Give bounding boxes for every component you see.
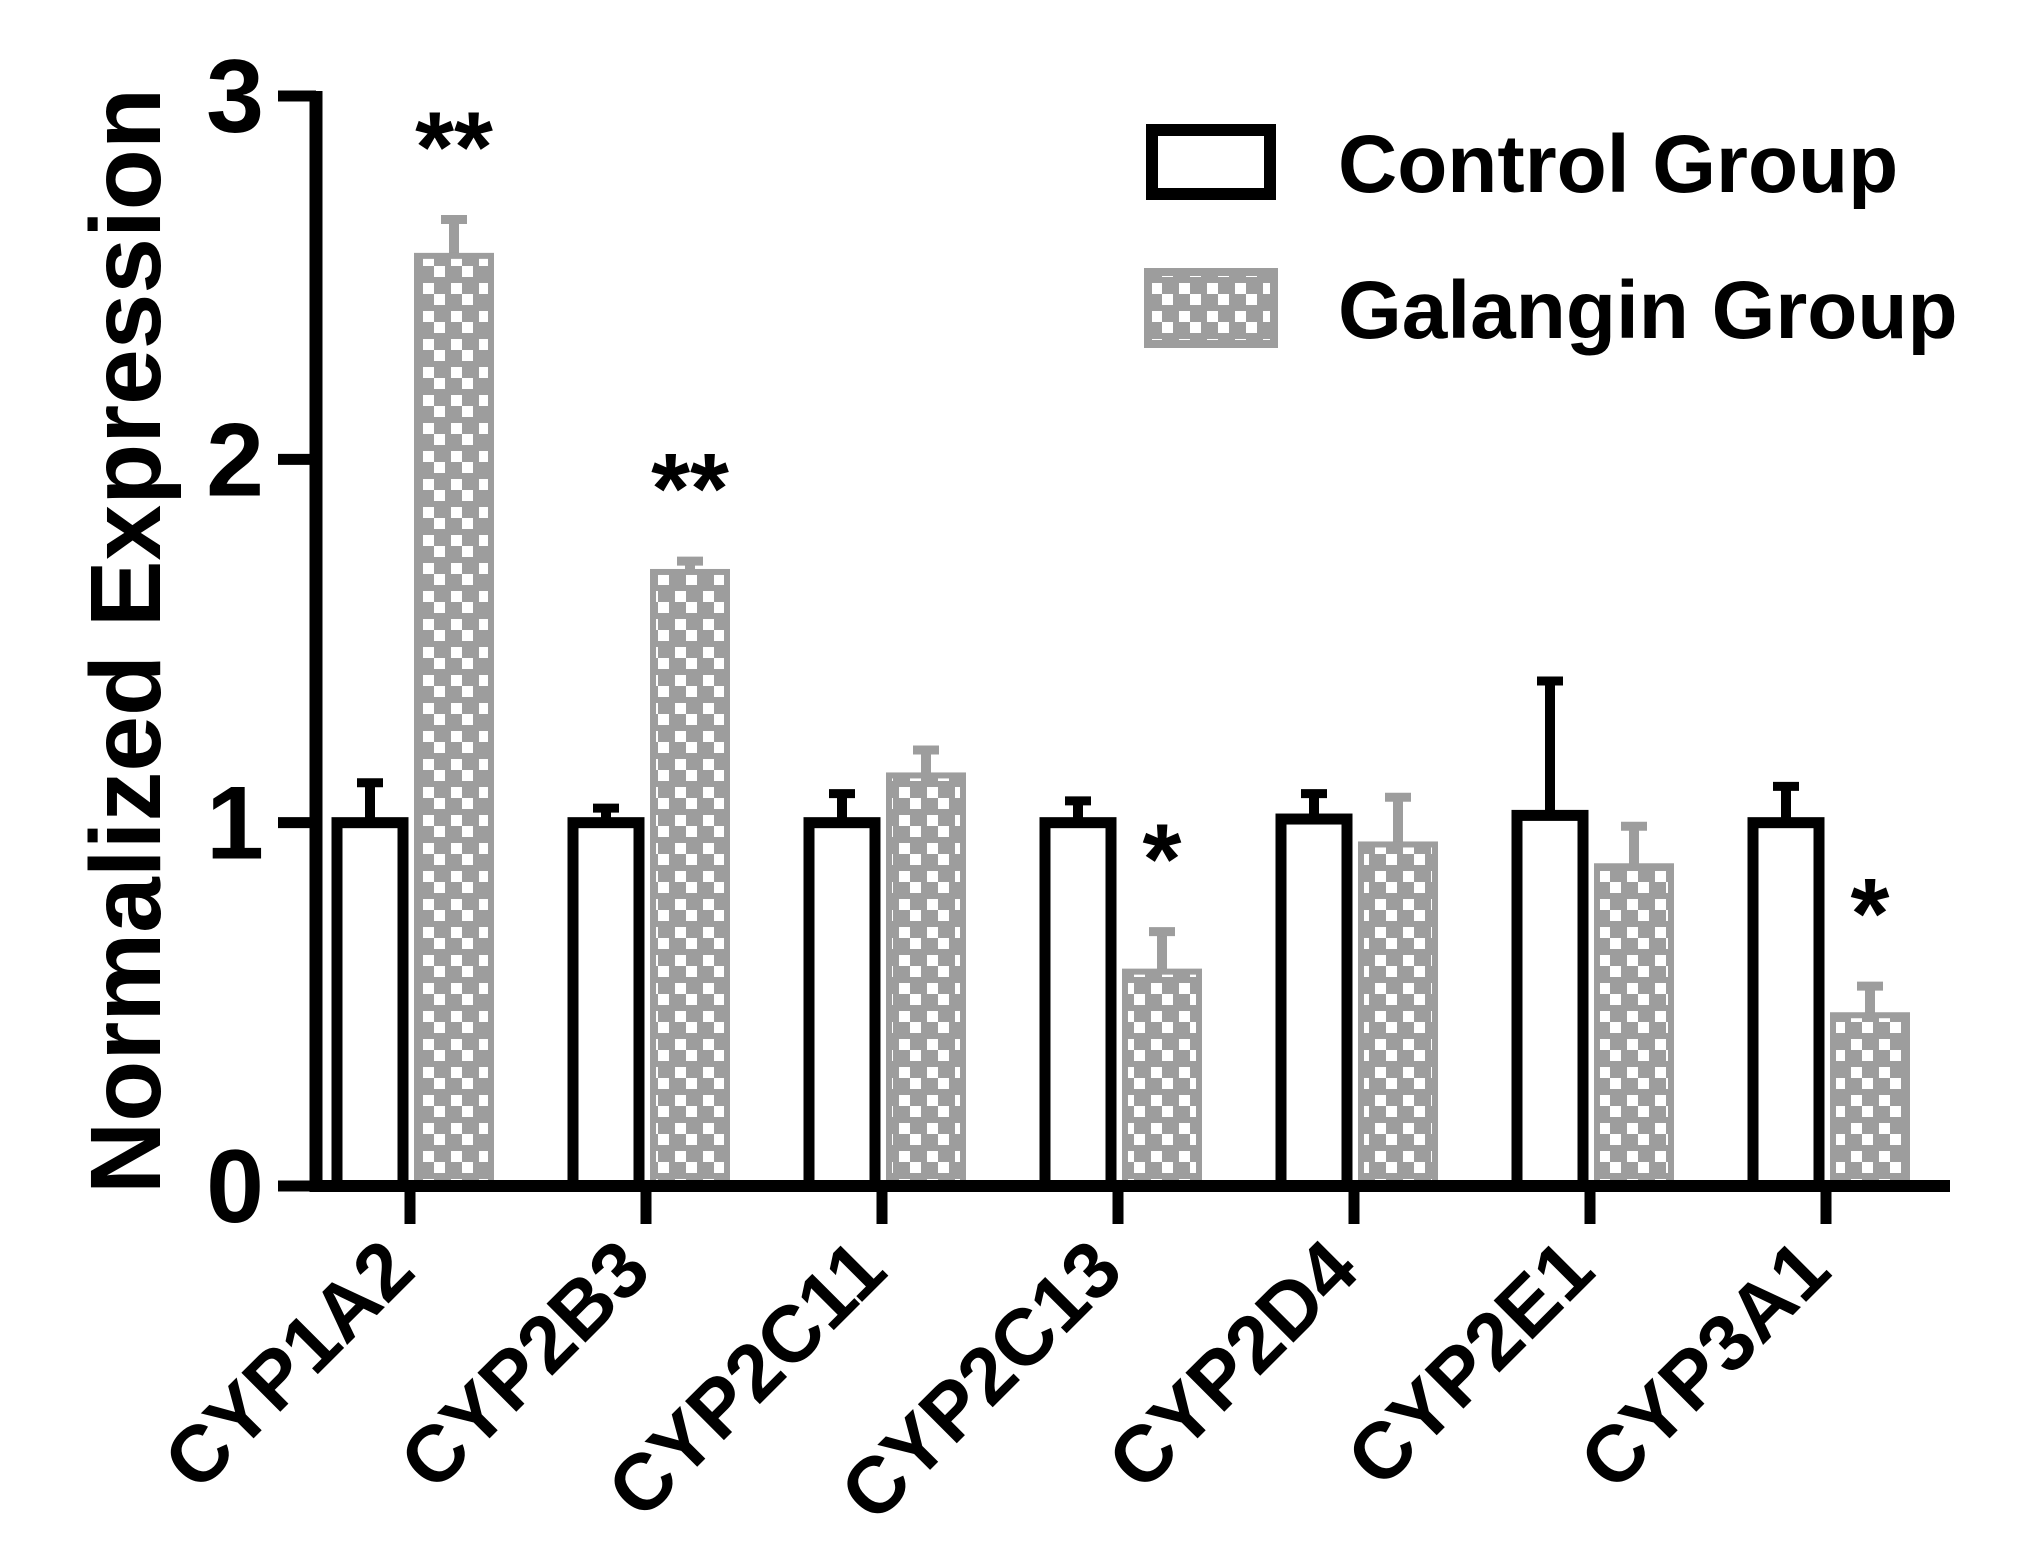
bar-galangin-cyp2d4	[1358, 841, 1438, 1189]
x-tick-label: CYP3A1	[1563, 1223, 1846, 1506]
bar-control-cyp2d4	[1275, 813, 1353, 1192]
bar-control-cyp2e1	[1511, 809, 1589, 1192]
axes-layer	[278, 90, 1950, 1224]
bar-control-cyp3a1	[1747, 817, 1825, 1192]
bar-galangin-cyp1a2	[414, 252, 494, 1190]
legend-swatch-control	[1146, 124, 1276, 200]
bar-galangin-cyp2c11	[886, 772, 966, 1190]
labels-layer: **CYP1A2**CYP2B3CYP2C11*CYP2C13CYP2D4CYP…	[70, 39, 1890, 1538]
bar-control-cyp2c13	[1039, 817, 1117, 1192]
y-tick-label: 0	[206, 1129, 264, 1245]
legend: Control Group Galangin Group	[1144, 119, 1958, 356]
bar-control-cyp1a2	[331, 817, 409, 1192]
bars-layer	[331, 215, 1910, 1192]
legend-label: Galangin Group	[1338, 265, 1958, 356]
bar-galangin-cyp3a1	[1830, 1012, 1910, 1189]
bar-control-cyp2c11	[803, 817, 881, 1192]
y-tick-label: 3	[206, 39, 264, 155]
significance-marker: *	[1143, 804, 1182, 916]
y-tick-label: 1	[206, 766, 264, 882]
legend-label: Control Group	[1338, 119, 1898, 210]
bar-control-cyp2b3	[567, 817, 645, 1192]
bar-galangin-cyp2e1	[1594, 863, 1674, 1189]
significance-marker: **	[651, 433, 729, 545]
x-tick-label: CYP1A2	[147, 1223, 430, 1506]
bar-galangin-cyp2b3	[650, 568, 730, 1189]
x-tick-label: CYP2E1	[1330, 1223, 1610, 1503]
y-axis-title: Normalized Expression	[70, 88, 182, 1194]
legend-swatch-galangin	[1144, 268, 1278, 348]
bar-galangin-cyp2c13	[1122, 968, 1202, 1190]
x-tick-label: CYP2D4	[1091, 1223, 1374, 1506]
significance-marker: *	[1851, 858, 1890, 970]
significance-marker: **	[415, 92, 493, 204]
y-tick-label: 2	[206, 402, 264, 518]
